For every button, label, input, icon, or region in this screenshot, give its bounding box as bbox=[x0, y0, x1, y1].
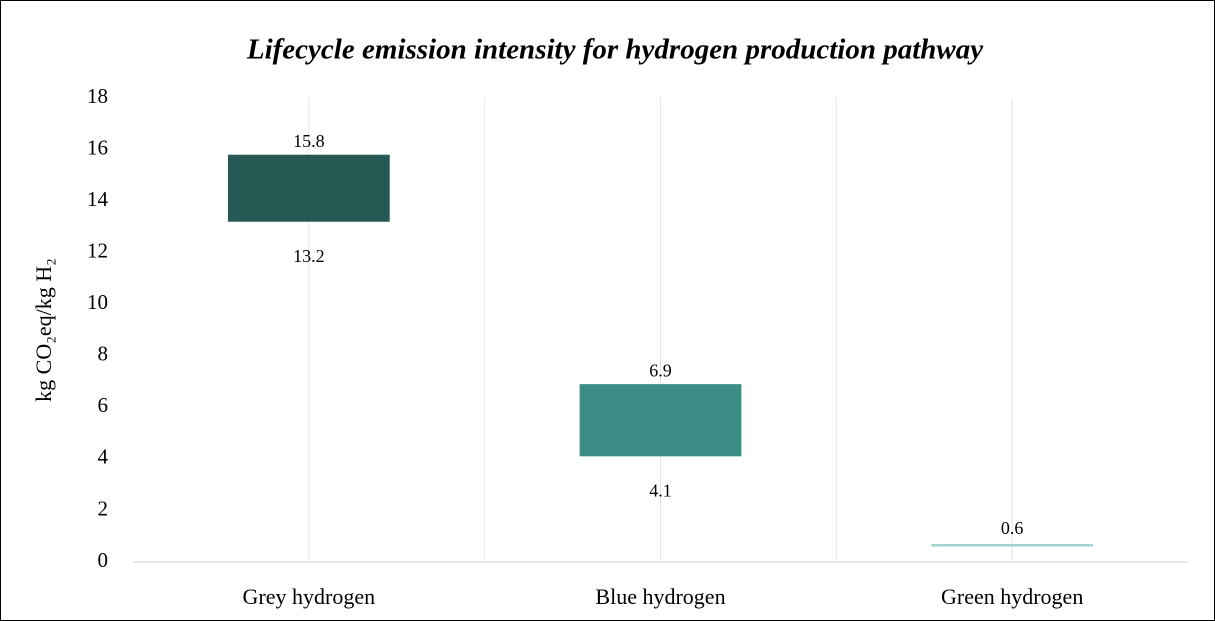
y-tick-label: 18 bbox=[87, 84, 108, 108]
data-label: 13.2 bbox=[293, 246, 325, 266]
y-tick-label: 2 bbox=[98, 496, 109, 520]
bar bbox=[931, 543, 1094, 547]
chart-title: Lifecycle emission intensity for hydroge… bbox=[246, 34, 983, 66]
data-label: 6.9 bbox=[649, 360, 672, 380]
y-tick-label: 10 bbox=[87, 290, 108, 314]
data-label: 4.1 bbox=[649, 480, 672, 500]
y-tick-label: 16 bbox=[87, 135, 108, 159]
y-tick-label: 14 bbox=[87, 187, 109, 211]
data-label: 15.8 bbox=[293, 131, 325, 151]
y-tick-label: 8 bbox=[98, 342, 109, 366]
bar bbox=[579, 384, 742, 457]
y-tick-label: 6 bbox=[98, 393, 109, 417]
y-tick-label: 0 bbox=[98, 548, 109, 572]
x-tick-label: Grey hydrogen bbox=[243, 584, 376, 609]
y-tick-label: 4 bbox=[98, 445, 109, 469]
y-tick-label: 12 bbox=[87, 238, 108, 262]
data-label: 0.6 bbox=[1001, 518, 1024, 538]
x-tick-label: Green hydrogen bbox=[941, 584, 1083, 609]
y-axis-label: kg CO₂eq/kg H₂ bbox=[31, 258, 56, 402]
x-tick-label: Blue hydrogen bbox=[595, 584, 725, 609]
bar bbox=[227, 154, 390, 222]
